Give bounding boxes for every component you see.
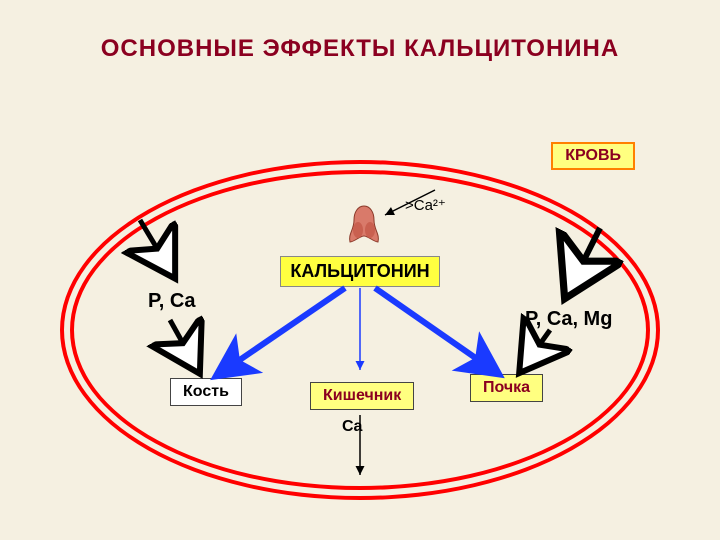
kidney-box: Почка: [470, 374, 543, 402]
ca-bottom-label: Ca: [342, 418, 362, 436]
thyroid-icon: [340, 200, 388, 248]
pcamg-right-label: P, Ca, Mg: [525, 308, 612, 331]
bone-box: Кость: [170, 378, 242, 406]
page-title: ОСНОВНЫЕ ЭФФЕКТЫ КАЛЬЦИТОНИНА: [0, 35, 720, 63]
gut-box: Кишечник: [310, 382, 414, 410]
diagram-area: >Ca²⁺ КАЛЬЦИТОНИН Кость Кишечник Почка P…: [60, 160, 660, 500]
pca-left-label: P, Ca: [148, 290, 195, 313]
ca-trigger-label: >Ca²⁺: [405, 196, 446, 214]
calcitonin-box: КАЛЬЦИТОНИН: [280, 256, 440, 287]
